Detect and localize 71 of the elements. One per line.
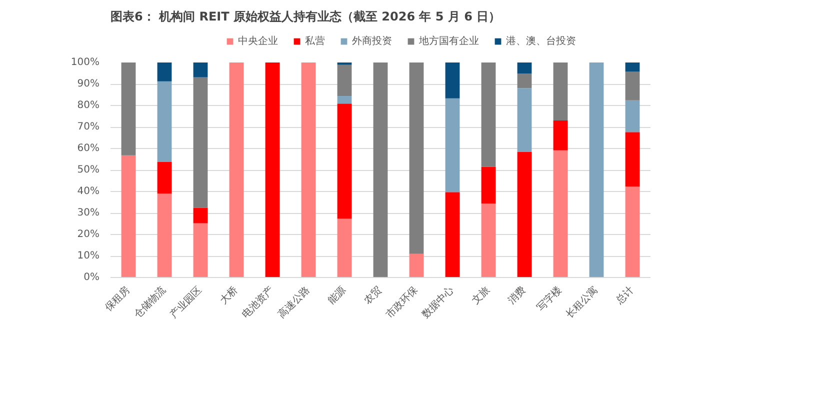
bar	[337, 218, 352, 278]
bar	[121, 62, 136, 156]
x-tick-label: 保租房	[102, 284, 132, 314]
x-tick-label: 文旅	[470, 284, 492, 307]
bar	[193, 223, 208, 278]
x-tick-label: 电池资产	[240, 284, 276, 321]
y-tick-label: 50%	[77, 164, 100, 176]
chart-title: 图表6： 机构间 REIT 原始权益人持有业态（截至 2026 年 5 月 6 日）	[110, 10, 501, 24]
x-tick-label: 仓储物流	[132, 284, 168, 321]
bar	[193, 62, 208, 78]
x-tick-label: 农贸	[362, 284, 384, 307]
x-tick-label: 能源	[326, 284, 348, 307]
bar	[157, 162, 172, 194]
x-tick-label: 数据中心	[420, 284, 456, 321]
bar	[409, 254, 424, 278]
legend-label: 港、澳、台投资	[506, 34, 576, 48]
x-tick-label: 产业园区	[168, 284, 204, 321]
bar	[337, 104, 352, 219]
bar	[481, 166, 496, 204]
y-tick-label: 60%	[77, 143, 100, 154]
bar	[265, 62, 280, 278]
x-tick-label: 高速公路	[276, 284, 312, 321]
legend-label: 外商投资	[352, 34, 392, 48]
bar	[445, 192, 460, 278]
bar	[625, 132, 640, 187]
y-tick-label: 90%	[77, 78, 100, 90]
legend-label: 地方国有企业	[419, 34, 479, 48]
bar	[193, 208, 208, 224]
bar	[193, 77, 208, 208]
x-tick-label: 市政环保	[384, 284, 420, 321]
bar	[121, 155, 136, 278]
y-tick-label: 100%	[70, 57, 100, 68]
y-tick-label: 10%	[77, 250, 100, 262]
legend-label: 中央企业	[238, 34, 278, 48]
y-tick-label: 70%	[77, 122, 100, 132]
x-tick-label: 长租公寓	[564, 284, 600, 321]
bar	[481, 204, 496, 278]
x-tick-label: 写字楼	[534, 284, 564, 314]
bar	[229, 62, 244, 278]
bar	[373, 62, 388, 278]
bar	[517, 88, 532, 152]
bar	[157, 194, 172, 278]
bar	[625, 72, 640, 100]
bar	[337, 64, 352, 96]
bar	[337, 96, 352, 104]
bar	[625, 186, 640, 278]
x-tick-label: 大桥	[218, 284, 240, 307]
y-tick-label: 20%	[77, 229, 100, 240]
y-tick-label: 40%	[77, 186, 100, 197]
bar	[157, 62, 172, 82]
bar	[517, 74, 532, 88]
bar	[589, 62, 604, 278]
legend-label: 私营	[305, 34, 325, 48]
y-tick-label: 0%	[84, 272, 100, 283]
bar	[553, 62, 568, 121]
bar	[409, 62, 424, 254]
bar	[517, 152, 532, 278]
bar	[625, 100, 640, 132]
x-tick-label: 总计	[613, 284, 636, 308]
bar	[445, 62, 460, 98]
bar	[301, 62, 316, 278]
bar	[481, 62, 496, 167]
bar	[445, 98, 460, 192]
y-tick-label: 80%	[77, 100, 100, 111]
bar	[553, 150, 568, 278]
bar	[157, 81, 172, 162]
bar	[553, 120, 568, 150]
y-tick-label: 30%	[77, 208, 100, 218]
x-tick-label: 消费	[506, 284, 528, 307]
bar	[517, 62, 532, 74]
bar	[625, 62, 640, 72]
